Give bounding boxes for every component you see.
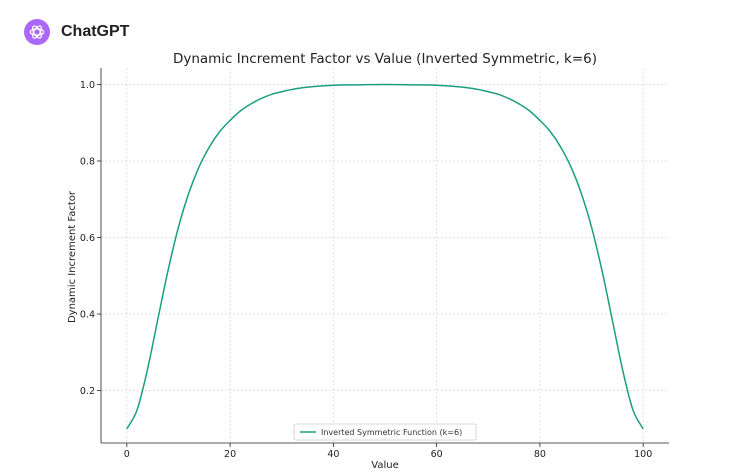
x-tick-label: 40 <box>327 449 339 460</box>
x-tick-label: 20 <box>224 449 236 460</box>
x-tick-label: 100 <box>634 449 652 460</box>
series-line <box>126 83 644 430</box>
y-tick-label: 0.2 <box>80 386 95 397</box>
app-title: ChatGPT <box>61 23 130 40</box>
grid <box>101 68 669 443</box>
axes-frame <box>100 68 669 444</box>
x-axis-label: Value <box>371 460 398 471</box>
openai-logo-icon <box>24 19 50 45</box>
series-layer <box>126 83 644 430</box>
legend-label: Inverted Symmetric Function (k=6) <box>321 428 462 437</box>
legend: Inverted Symmetric Function (k=6) <box>293 423 477 441</box>
y-tick-label: 1.0 <box>80 80 95 91</box>
y-tick-label: 0.8 <box>80 156 95 167</box>
legend-box <box>293 423 477 441</box>
y-axis-label: Dynamic Increment Factor <box>67 190 78 323</box>
x-tick-label: 60 <box>431 449 443 460</box>
y-tick-label: 0.4 <box>80 310 95 321</box>
x-tick-label: 80 <box>534 449 546 460</box>
y-tick-label: 0.6 <box>80 233 95 244</box>
x-tick-label: 0 <box>124 449 130 460</box>
y-axis: 0.2 0.4 0.6 0.8 1.0 <box>80 80 101 397</box>
x-axis: 0 20 40 60 80 100 <box>124 443 652 460</box>
chart-title: Dynamic Increment Factor vs Value (Inver… <box>173 51 597 67</box>
app-header: ChatGPT <box>24 19 129 45</box>
